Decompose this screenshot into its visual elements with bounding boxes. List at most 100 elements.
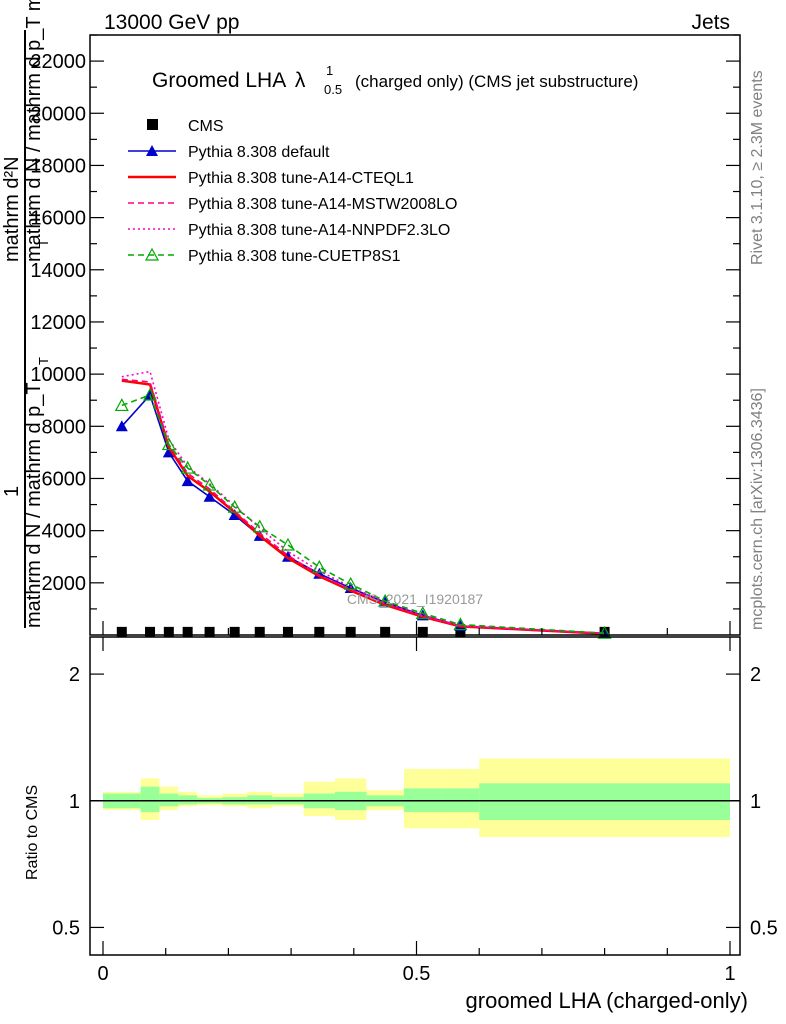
ratio-tick-label-right: 0.5: [750, 917, 778, 939]
y-tick-label: 20000: [30, 103, 86, 125]
legend-entry: Pythia 8.308 tune-CUETP8S1: [128, 247, 401, 265]
series-0: [116, 626, 610, 637]
y-tick-label: 18000: [30, 155, 86, 177]
data-point: [282, 626, 293, 637]
data-point: [380, 626, 391, 637]
data-point: [378, 593, 393, 607]
legend-marker: [147, 119, 158, 130]
data-point: [597, 625, 612, 639]
data-point: [115, 420, 128, 432]
ratio-band-inner: [247, 795, 273, 805]
series-line: [121, 393, 605, 634]
ratio-bands: [90, 758, 740, 838]
data-point: [254, 626, 265, 637]
rivet-label: Rivet 3.1.10, ≥ 2.3M events: [749, 70, 766, 265]
title-sub: 0.5: [324, 82, 342, 97]
ratio-tick-label-right: 1: [750, 791, 761, 813]
series-4: [121, 370, 605, 635]
data-point: [227, 499, 242, 513]
ratio-band-inner: [178, 795, 198, 805]
data-point: [182, 626, 193, 637]
y-axis-label-one: 1: [1, 486, 23, 497]
y-axis-label-numer: mathrm d²N: [1, 156, 23, 262]
x-tick-label: 1: [724, 963, 735, 985]
svg-text:Groomed LHA λ: Groomed LHA λ: [152, 69, 306, 92]
data-point: [180, 460, 195, 474]
series-2: [121, 379, 605, 635]
data-point: [162, 446, 175, 458]
main-series: [114, 370, 612, 639]
tick-labels: 2000 4000 6000 8000 10000 12000 14000 16000 1800…: [30, 34, 778, 985]
energy-label: 13000 GeV pp: [104, 11, 239, 34]
data-point: [144, 247, 160, 261]
series-5: [114, 387, 612, 639]
mcplots-label: mcplots.cern.ch [arXiv:1306.3436]: [749, 388, 766, 630]
data-point: [202, 477, 217, 491]
process-label: Jets: [691, 11, 730, 34]
series-line: [121, 370, 605, 635]
data-point: [228, 509, 241, 520]
data-point: [453, 617, 468, 631]
title-rest: (charged only) (CMS jet substructure): [355, 72, 638, 91]
data-point: [229, 626, 240, 637]
y-tick-label: 4000: [42, 521, 87, 543]
data-point: [145, 626, 156, 637]
data-point: [345, 626, 356, 637]
legend-label: Pythia 8.308 tune-CUETP8S1: [188, 248, 401, 265]
legend: CMS Pythia 8.308 default Pythia 8.308 tune…: [128, 118, 457, 265]
legend-entry: Pythia 8.308 default: [128, 144, 330, 161]
ratio-tick-label-left: 1: [69, 791, 80, 813]
title-main: Groomed LHA: [152, 69, 286, 92]
title-sup: 1: [326, 63, 333, 78]
y-tick-label: 10000: [30, 364, 86, 386]
series-line: [121, 379, 605, 635]
data-point: [203, 490, 216, 502]
data-point: [314, 626, 325, 637]
ratio-tick-label-left: 0.5: [52, 917, 80, 939]
y-axis-label-denom: mathrm d N / mathrm d p_T: [23, 382, 45, 628]
y-tick-label: 8000: [42, 416, 87, 438]
data-point: [417, 626, 428, 637]
y-axis-label-sub2: T: [36, 357, 51, 365]
data-point: [116, 626, 127, 637]
legend-entry: Pythia 8.308 tune-A14-MSTW2008LO: [128, 196, 457, 213]
x-tick-label: 0: [97, 963, 108, 985]
chart-title: Groomed LHA λ 1 0.5 (charged only) (CMS …: [152, 63, 638, 97]
data-point: [343, 576, 358, 590]
data-point: [114, 398, 129, 412]
y-tick-label: 16000: [30, 208, 86, 230]
legend-label: Pythia 8.308 tune-A14-NNPDF2.3LO: [188, 222, 450, 239]
axes: [89, 34, 741, 956]
ratio-band-inner: [140, 786, 160, 813]
data-point: [143, 387, 158, 401]
data-point: [252, 519, 267, 533]
data-point: [146, 145, 158, 156]
ratio-y-label: Ratio to CMS: [24, 785, 41, 880]
data-point: [204, 626, 215, 637]
legend-label: Pythia 8.308 tune-A14-MSTW2008LO: [188, 196, 457, 213]
legend-label: CMS: [188, 118, 224, 135]
data-point: [415, 606, 430, 619]
title-symbol: λ: [295, 69, 306, 92]
y-tick-label: 14000: [30, 260, 86, 282]
x-axis-label: groomed LHA (charged-only): [466, 988, 748, 1013]
y-tick-label: 6000: [42, 468, 87, 490]
legend-entry: Pythia 8.308 tune-A14-CTEQL1: [128, 170, 414, 187]
data-point: [455, 626, 466, 637]
legend-entry: Pythia 8.308 tune-A14-NNPDF2.3LO: [128, 222, 450, 239]
data-point: [161, 437, 176, 451]
y-tick-label: 2000: [42, 573, 87, 595]
ratio-tick-label-right: 2: [750, 664, 761, 686]
ratio-frame: [89, 636, 741, 956]
y-tick-label: 22000: [30, 51, 86, 73]
data-point: [280, 537, 295, 551]
legend-entry: CMS: [147, 118, 224, 135]
x-tick-label: 0.5: [403, 963, 431, 985]
watermark: CMS_2021_I1920187: [347, 591, 483, 607]
y-axis-label-main: mathrm d N / mathrm d p_T mathrm d lambd…: [23, 0, 45, 262]
y-tick-label: 12000: [30, 312, 86, 334]
legend-label: Pythia 8.308 tune-A14-CTEQL1: [188, 170, 414, 187]
ratio-band-inner: [479, 783, 730, 821]
ratio-band-inner: [159, 793, 179, 807]
